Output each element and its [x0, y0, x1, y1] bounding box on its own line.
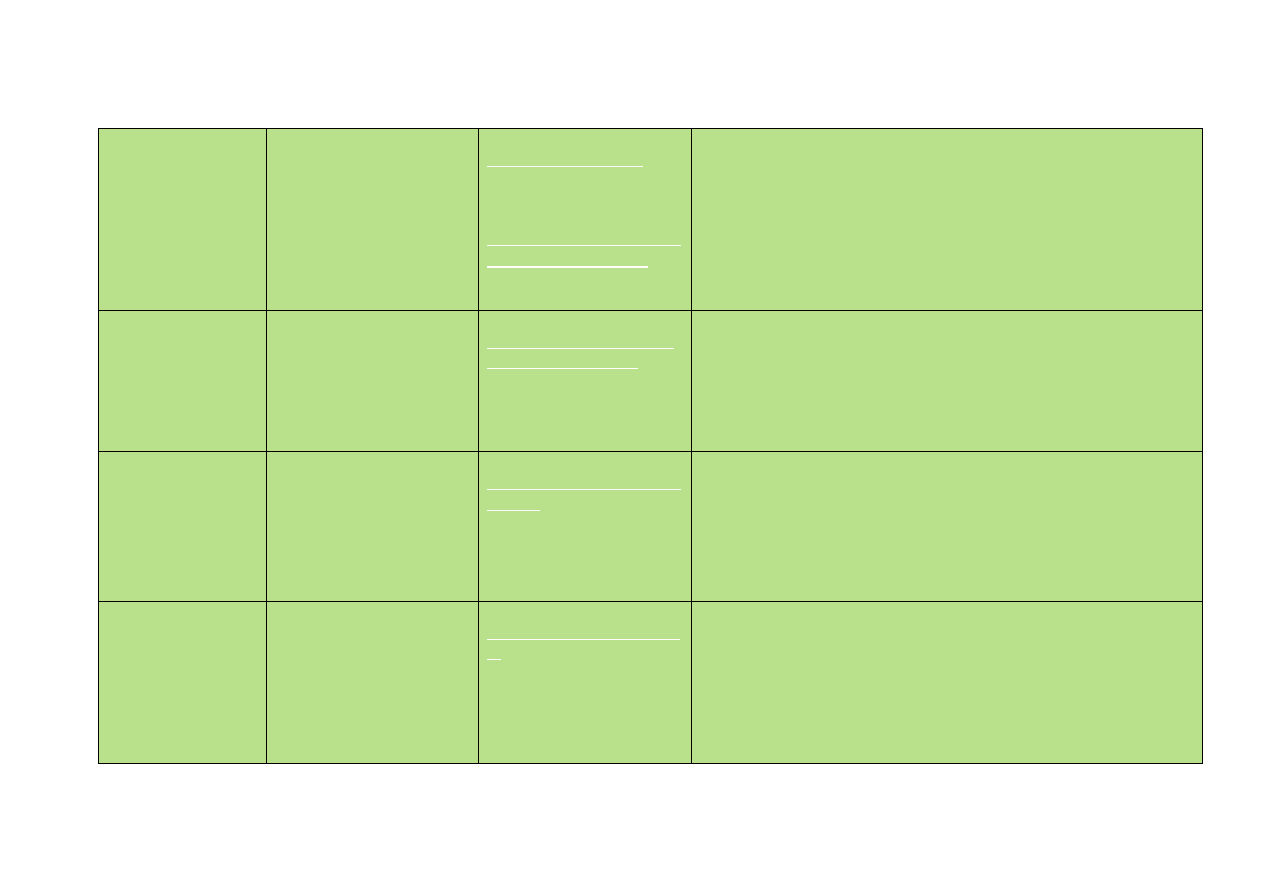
table-cell [98, 451, 267, 602]
table-cell [266, 451, 479, 602]
table-row [98, 601, 1203, 764]
link-underline[interactable] [487, 166, 643, 167]
table-cell [691, 128, 1203, 311]
table-cell [98, 310, 267, 452]
table-cell [266, 601, 479, 764]
link-cell [478, 128, 692, 311]
table-row [98, 310, 1203, 452]
table-cell [98, 601, 267, 764]
link-underline[interactable] [487, 659, 501, 660]
table-row [98, 451, 1203, 602]
table-cell [98, 128, 267, 311]
table-row [98, 128, 1203, 311]
document-table [98, 128, 1203, 764]
table-cell [266, 128, 479, 311]
table-cell [266, 310, 479, 452]
table-cell [691, 451, 1203, 602]
link-cell [478, 451, 692, 602]
table-cell [691, 601, 1203, 764]
link-underline[interactable] [487, 348, 674, 349]
link-underline[interactable] [487, 266, 648, 268]
link-underline[interactable] [487, 368, 638, 369]
link-underline[interactable] [487, 510, 540, 511]
link-cell [478, 310, 692, 452]
link-underline[interactable] [487, 639, 680, 640]
link-underline[interactable] [487, 489, 681, 490]
link-cell [478, 601, 692, 764]
table-cell [691, 310, 1203, 452]
link-underline[interactable] [487, 245, 681, 246]
